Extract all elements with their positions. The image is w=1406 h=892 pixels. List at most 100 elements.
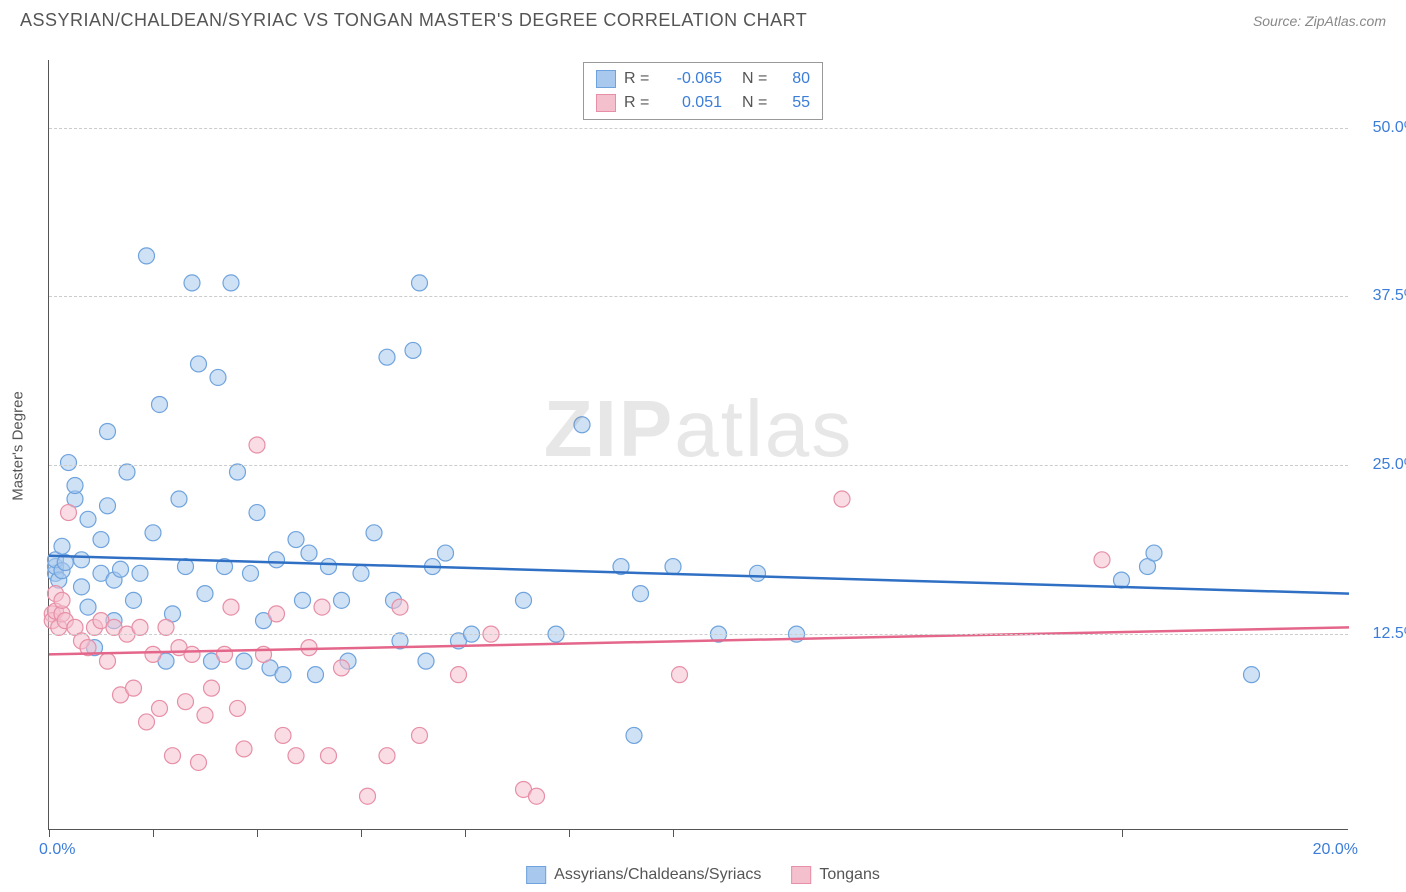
legend-swatch [596,70,616,88]
grid-line [49,296,1348,297]
data-point [145,646,161,662]
data-point [184,275,200,291]
data-point [750,565,766,581]
data-point [152,700,168,716]
data-point [223,275,239,291]
x-tick [673,829,674,837]
data-point [529,788,545,804]
data-point [178,694,194,710]
data-point [321,748,337,764]
data-point [74,552,90,568]
data-point [80,599,96,615]
data-point [269,552,285,568]
data-point [230,700,246,716]
data-point [379,748,395,764]
data-point [152,396,168,412]
x-tick [153,829,154,837]
data-point [308,667,324,683]
r-value: 0.051 [662,91,722,115]
stat-label: R = [624,67,654,91]
data-point [412,275,428,291]
data-point [288,532,304,548]
legend-swatch [596,94,616,112]
data-point [626,727,642,743]
data-point [412,727,428,743]
data-point [204,680,220,696]
data-point [1094,552,1110,568]
source-attribution: Source: ZipAtlas.com [1253,13,1386,29]
legend-item: Tongans [791,866,880,884]
data-point [672,667,688,683]
data-point [61,455,77,471]
grid-line [49,634,1348,635]
chart-plot-area: 0.0% 20.0% ZIPatlas 12.5%25.0%37.5%50.0% [48,60,1348,830]
data-point [191,754,207,770]
data-point [405,342,421,358]
data-point [132,619,148,635]
y-tick-label: 37.5% [1373,287,1406,305]
data-point [295,592,311,608]
data-point [113,561,129,577]
data-point [132,565,148,581]
legend-label: Assyrians/Chaldeans/Syriacs [554,866,761,884]
x-axis-max-label: 20.0% [1313,841,1358,859]
data-point [230,464,246,480]
data-point [353,565,369,581]
data-point [392,599,408,615]
data-point [197,707,213,723]
x-tick [257,829,258,837]
data-point [451,667,467,683]
scatter-plot-svg [49,60,1348,829]
data-point [145,525,161,541]
data-point [438,545,454,561]
data-point [67,478,83,494]
data-point [334,660,350,676]
x-tick [569,829,570,837]
data-point [366,525,382,541]
data-point [236,741,252,757]
y-axis-title: Master's Degree [10,391,27,501]
data-point [100,653,116,669]
data-point [243,565,259,581]
data-point [574,417,590,433]
stat-label: N = [742,91,772,115]
legend-label: Tongans [819,866,880,884]
grid-line [49,128,1348,129]
data-point [269,606,285,622]
x-tick [361,829,362,837]
legend-item: Assyrians/Chaldeans/Syriacs [526,866,761,884]
data-point [834,491,850,507]
chart-title: ASSYRIAN/CHALDEAN/SYRIAC VS TONGAN MASTE… [20,10,807,31]
data-point [100,423,116,439]
data-point [119,464,135,480]
data-point [633,586,649,602]
x-axis-min-label: 0.0% [39,841,75,859]
data-point [516,592,532,608]
stat-label: R = [624,91,654,115]
x-tick [465,829,466,837]
stat-label: N = [742,67,772,91]
data-point [1244,667,1260,683]
y-tick-label: 12.5% [1373,625,1406,643]
data-point [80,511,96,527]
data-point [275,667,291,683]
data-point [184,646,200,662]
data-point [1146,545,1162,561]
data-point [360,788,376,804]
data-point [217,646,233,662]
series-legend: Assyrians/Chaldeans/Syriacs Tongans [526,866,880,884]
data-point [665,559,681,575]
data-point [301,545,317,561]
x-tick [1122,829,1123,837]
r-value: -0.065 [662,67,722,91]
data-point [54,592,70,608]
data-point [314,599,330,615]
data-point [275,727,291,743]
trend-line [49,627,1349,654]
grid-line [49,465,1348,466]
data-point [191,356,207,372]
data-point [249,505,265,521]
data-point [418,653,434,669]
data-point [210,369,226,385]
data-point [100,498,116,514]
